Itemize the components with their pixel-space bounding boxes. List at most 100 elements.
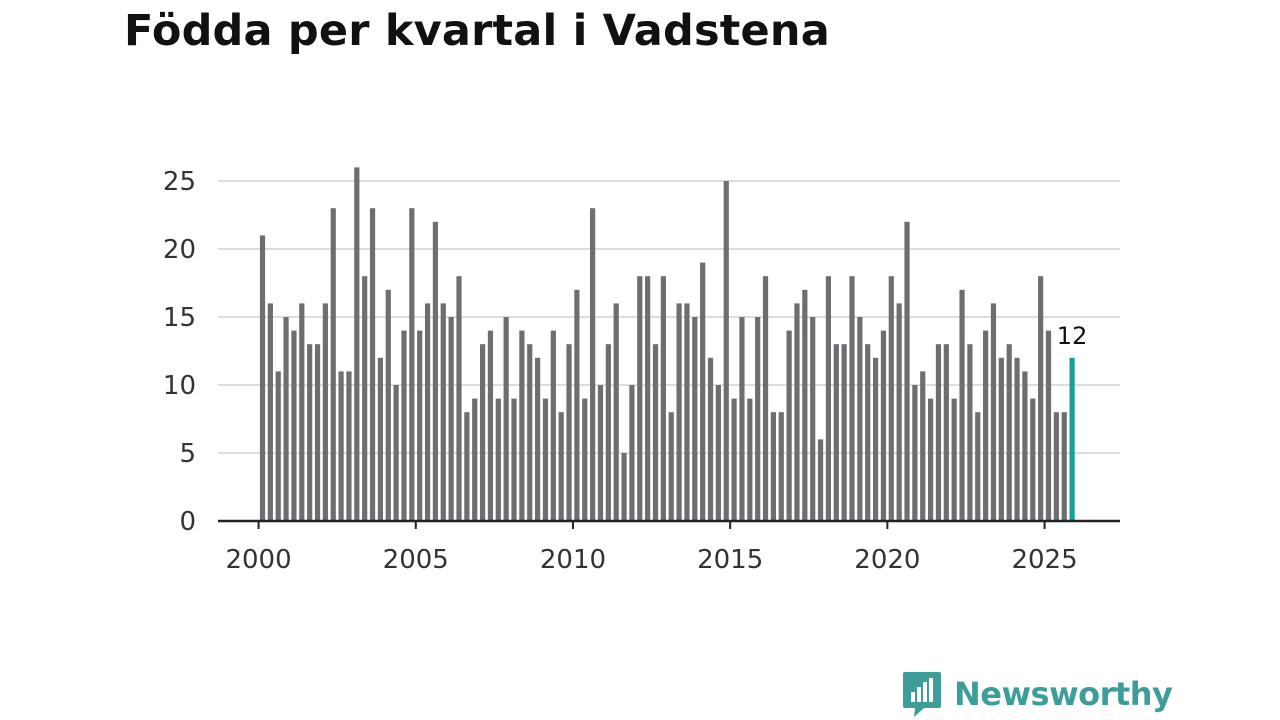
x-tick-label: 2010	[540, 545, 606, 575]
bar	[660, 276, 666, 521]
bar	[1014, 357, 1020, 521]
bar	[283, 317, 289, 521]
bar	[605, 344, 611, 521]
bar	[1045, 330, 1052, 521]
bar	[990, 303, 997, 521]
bar	[590, 208, 596, 521]
bar	[479, 344, 486, 521]
bar	[833, 344, 839, 521]
bar	[1022, 371, 1028, 521]
bar	[527, 344, 533, 521]
bar	[574, 289, 580, 521]
bars	[259, 167, 1075, 522]
bar	[755, 317, 761, 521]
bar	[865, 344, 871, 521]
bar	[519, 330, 525, 521]
bar	[362, 276, 368, 521]
bar	[495, 398, 501, 521]
bar	[975, 412, 981, 521]
bar	[645, 276, 651, 521]
bar	[707, 357, 714, 521]
bar	[393, 385, 399, 521]
bar	[535, 357, 541, 521]
newsworthy-logo-icon	[903, 672, 941, 717]
bar	[597, 385, 604, 521]
bar	[723, 181, 729, 521]
y-tick-label: 0	[179, 507, 196, 537]
bar	[369, 208, 376, 521]
bar	[888, 276, 894, 521]
bar	[346, 371, 352, 521]
bar	[794, 303, 800, 521]
y-axis-ticks: 0 5 10 15 20 25	[163, 167, 196, 537]
bar	[385, 289, 391, 521]
bar	[652, 344, 659, 521]
highlight-bar	[1069, 357, 1075, 521]
bar	[825, 276, 832, 521]
bar	[692, 317, 698, 521]
bar	[747, 398, 753, 521]
bar	[291, 330, 297, 521]
bar	[896, 303, 902, 521]
bar	[637, 276, 643, 521]
bar	[259, 235, 266, 521]
bar	[629, 385, 635, 521]
x-tick-label: 2015	[697, 545, 763, 575]
bar	[1053, 412, 1059, 521]
bar	[731, 398, 737, 521]
bar	[904, 221, 910, 522]
bar	[503, 317, 509, 521]
bar	[983, 330, 989, 521]
bar	[267, 303, 273, 521]
bar	[440, 303, 446, 521]
bar	[880, 330, 887, 521]
bar	[912, 385, 918, 521]
bar	[715, 385, 721, 521]
bar	[684, 303, 690, 521]
bar	[786, 330, 792, 521]
bar	[998, 357, 1004, 521]
bar	[959, 289, 965, 521]
bar	[330, 208, 336, 521]
bar	[542, 398, 549, 521]
bar	[354, 167, 360, 521]
brand-logo: Newsworthy	[902, 670, 1173, 718]
y-tick-label: 15	[163, 303, 196, 333]
bar	[762, 276, 769, 521]
bar	[275, 371, 281, 521]
bar	[550, 330, 556, 521]
x-tick-label: 2025	[1011, 545, 1077, 575]
bar	[307, 344, 313, 521]
data-labels: 12	[1057, 322, 1088, 350]
x-axis-ticks: 2000 2005 2010 2015 2020 2025	[225, 521, 1078, 575]
data-label: 12	[1057, 322, 1088, 350]
bar	[322, 303, 328, 521]
bar	[1030, 398, 1036, 521]
y-tick-label: 5	[179, 439, 196, 469]
bar	[739, 317, 745, 521]
bar	[417, 330, 423, 521]
y-tick-label: 20	[163, 235, 196, 265]
bar	[621, 453, 627, 521]
bar	[487, 330, 494, 521]
bar	[456, 276, 462, 521]
bar	[802, 289, 808, 521]
bar	[432, 221, 439, 522]
bar	[841, 344, 847, 521]
bar	[920, 371, 926, 521]
bar	[613, 303, 619, 521]
bar	[464, 412, 470, 521]
bar	[448, 317, 454, 521]
bar	[424, 303, 431, 521]
bar	[1038, 276, 1044, 521]
bar	[951, 398, 957, 521]
bar	[582, 398, 588, 521]
bar	[377, 357, 383, 521]
bar	[314, 344, 321, 521]
bar	[676, 303, 682, 521]
bar	[943, 344, 949, 521]
bar	[409, 208, 415, 521]
bar	[700, 262, 706, 521]
bar	[872, 357, 879, 521]
